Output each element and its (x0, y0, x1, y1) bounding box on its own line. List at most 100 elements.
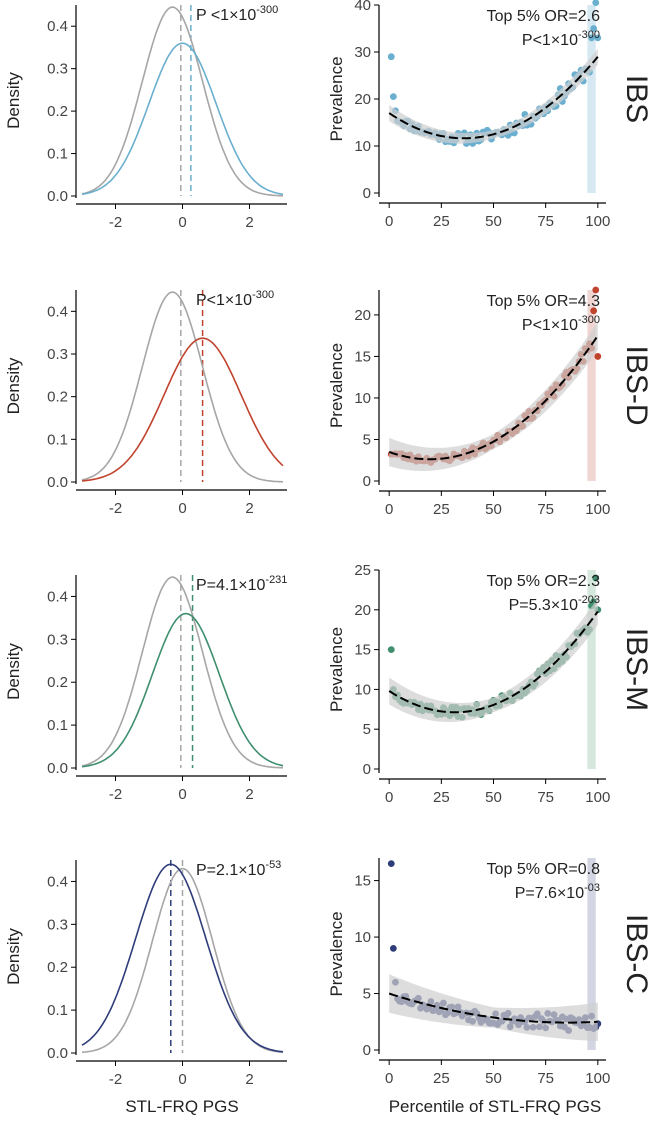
x-tick-label: 0 (178, 1071, 186, 1088)
y-axis-title: Density (4, 643, 23, 700)
prevalence-panel-ibs-m: 0 5 10 15 20 25 0 25 50 75 100 Prevalence Top 5% OR=… (327, 562, 653, 806)
fit-confidence-ribbon (389, 48, 598, 144)
percentile-point-outlier (389, 93, 397, 101)
p-value-exponent: -300 (578, 314, 600, 326)
y-tick-label: 0 (363, 473, 371, 490)
y-tick-label: 0.3 (47, 61, 68, 78)
fit-confidence-ribbon (389, 974, 598, 1041)
y-tick-label: 0.4 (47, 873, 68, 890)
p-value-annotation: P<1×10-300 (522, 29, 600, 49)
y-axis-title: Prevalence (327, 56, 346, 141)
density-curve-ibs-m (81, 612, 284, 768)
density-curve-reference (81, 291, 284, 483)
x-tick-label: 0 (385, 501, 393, 518)
y-tick-label: 10 (354, 681, 371, 698)
x-tick-label: 2 (245, 214, 253, 231)
x-tick-label: 100 (585, 213, 610, 230)
y-tick-label: 10 (354, 390, 371, 407)
quadratic-fit-line (388, 56, 599, 140)
y-tick-label: 15 (354, 873, 371, 890)
y-axis-title: Prevalence (327, 911, 346, 996)
subtype-label: IBS-M (620, 628, 653, 711)
x-tick-label: 0 (178, 786, 186, 803)
fit-confidence-ribbon (389, 321, 598, 471)
p-value-base: P<1×10 (522, 32, 578, 49)
p-value-base: P=7.6×10 (515, 885, 585, 902)
y-tick-label: 0.3 (47, 916, 68, 933)
odds-ratio-annotation: Top 5% OR=2.6 (487, 8, 601, 25)
y-tick-label: 0 (363, 761, 371, 778)
x-tick-label: 100 (585, 1070, 610, 1087)
odds-ratio-annotation: Top 5% OR=4.3 (487, 293, 601, 310)
quadratic-fit-line (388, 335, 599, 461)
p-value-annotation: P=5.3×10-203 (509, 594, 600, 614)
x-tick-label: 0 (178, 500, 186, 517)
y-tick-label: 15 (354, 642, 371, 659)
p-value-annotation: P=2.1×10-53 (196, 859, 281, 879)
fit-confidence-ribbon (389, 597, 598, 722)
p-value-annotation: P <1×10-300 (196, 4, 278, 24)
percentile-point-outlier (389, 944, 397, 952)
y-tick-label: 40 (354, 0, 371, 14)
top-5-percent-band (587, 858, 596, 1050)
p-value-exponent: -300 (252, 289, 274, 301)
x-tick-label: 25 (433, 1070, 450, 1087)
p-value-annotation: P<1×10-300 (522, 314, 600, 334)
y-tick-label: 25 (354, 562, 371, 579)
x-tick-label: 25 (433, 213, 450, 230)
y-tick-label: 0.4 (47, 303, 68, 320)
percentile-point-outlier (387, 53, 395, 61)
subtype-label: IBS-C (620, 914, 653, 994)
y-tick-label: 10 (354, 929, 371, 946)
y-tick-label: 0.3 (47, 346, 68, 363)
x-tick-label: 25 (433, 789, 450, 806)
y-tick-label: 0.0 (47, 188, 68, 205)
p-value-exponent: -300 (256, 4, 278, 16)
x-tick-label: 2 (245, 1071, 253, 1088)
y-tick-label: 20 (354, 91, 371, 108)
p-value-base: P <1×10 (196, 7, 256, 24)
y-tick-label: 20 (354, 602, 371, 619)
y-axis-title: Density (4, 357, 23, 414)
x-tick-label: 50 (485, 1070, 502, 1087)
p-value-exponent: -231 (265, 574, 287, 586)
density-curve-ibs (81, 42, 284, 196)
y-tick-label: 0.4 (47, 588, 68, 605)
x-tick-label: 50 (485, 789, 502, 806)
y-tick-label: 0.2 (47, 674, 68, 691)
y-tick-label: 0.0 (47, 760, 68, 777)
percentile-point-outlier (592, 0, 600, 7)
odds-ratio-annotation: Top 5% OR=2.3 (487, 573, 601, 590)
x-tick-label: 0 (385, 789, 393, 806)
density-panel-ibs-c: 0.0 0.1 0.2 0.3 0.4 -2 0 2 Density P=2.1×10-53 (4, 859, 287, 1088)
density-curve-ibs-c (81, 863, 284, 1053)
p-value-annotation: P=4.1×10-231 (196, 574, 287, 594)
density-panel-ibs-d: 0.0 0.1 0.2 0.3 0.4 -2 0 2 Density P<1×10-300 (4, 289, 287, 517)
x-tick-label: -2 (109, 1071, 122, 1088)
x-tick-label: 0 (385, 1070, 393, 1087)
subtype-label: IBS-D (620, 345, 653, 425)
y-tick-label: 0 (363, 1042, 371, 1059)
y-tick-label: 0.1 (47, 431, 68, 448)
percentile-point-outlier (590, 307, 598, 315)
y-tick-label: 0.4 (47, 18, 68, 35)
top-5-percent-band (587, 570, 596, 769)
p-value-base: P<1×10 (196, 292, 252, 309)
percentile-point-outlier (594, 34, 602, 42)
y-tick-label: 5 (363, 721, 371, 738)
top-5-percent-band (587, 290, 596, 481)
y-tick-label: 5 (363, 986, 371, 1003)
x-tick-label: 2 (245, 500, 253, 517)
y-tick-label: 0.1 (47, 1002, 68, 1019)
percentile-point-outlier (588, 34, 595, 42)
y-tick-label: 20 (354, 307, 371, 324)
density-curve-reference (81, 6, 284, 197)
y-axis-title: Density (4, 72, 23, 129)
y-tick-label: 0.0 (47, 474, 68, 491)
p-value-annotation: P<1×10-300 (196, 289, 274, 309)
y-tick-label: 0.2 (47, 959, 68, 976)
y-tick-label: 0.2 (47, 389, 68, 406)
density-panel-ibs: 0.0 0.1 0.2 0.3 0.4 -2 0 2 Density P <1×10-300 (4, 4, 287, 231)
p-value-exponent: -53 (265, 859, 281, 871)
